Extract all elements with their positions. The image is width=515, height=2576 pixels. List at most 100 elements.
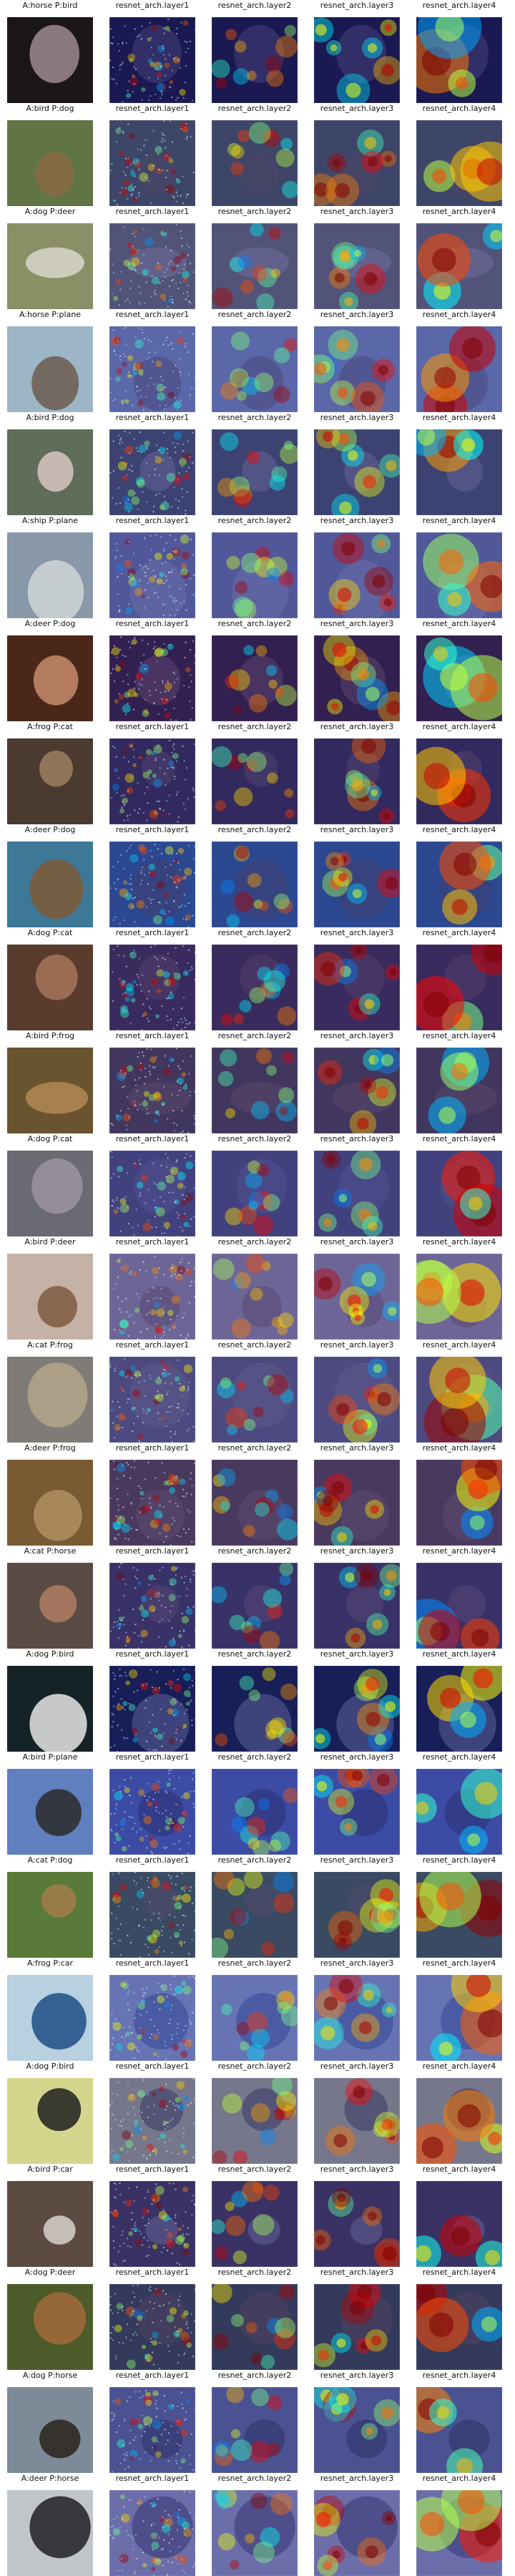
input-image xyxy=(7,1460,93,1546)
layer-title: resnet_arch.layer2 xyxy=(217,516,292,525)
layer-title: resnet_arch.layer4 xyxy=(422,1546,496,1556)
layer-title: resnet_arch.layer4 xyxy=(422,1855,496,1865)
heatmap-overlay-image xyxy=(416,2490,502,2576)
row-title: A:dog P:bird xyxy=(26,2062,74,2071)
input-image xyxy=(7,635,93,721)
heatmap-overlay-image xyxy=(109,1357,195,1443)
row-title: A:deer P:dog xyxy=(24,619,76,628)
heatmap-overlay-image xyxy=(212,532,298,618)
heatmap-overlay-image xyxy=(109,1872,195,1958)
layer-title: resnet_arch.layer1 xyxy=(115,2165,190,2174)
layer-title: resnet_arch.layer4 xyxy=(422,1958,496,1968)
layer-title: resnet_arch.layer1 xyxy=(115,104,190,113)
layer-title: resnet_arch.layer4 xyxy=(422,928,496,937)
row-title: A:horse P:bird xyxy=(22,1,78,10)
layer-title: resnet_arch.layer3 xyxy=(320,1134,394,1143)
layer-title: resnet_arch.layer4 xyxy=(422,2268,496,2277)
row-title: A:dog P:cat xyxy=(27,1134,73,1143)
row-title: A:dog P:deer xyxy=(24,2268,76,2277)
row-title: A:cat P:horse xyxy=(24,1546,77,1556)
heatmap-overlay-image xyxy=(416,1048,502,1133)
row-title: A:bird P:dog xyxy=(26,104,74,113)
input-image xyxy=(7,1666,93,1752)
layer-title: resnet_arch.layer3 xyxy=(320,1031,394,1040)
heatmap-overlay-image xyxy=(314,2387,400,2473)
heatmap-overlay-image xyxy=(212,738,298,824)
heatmap-overlay-image xyxy=(416,2181,502,2267)
heatmap-overlay-image xyxy=(212,2284,298,2370)
heatmap-overlay-image xyxy=(212,326,298,412)
input-image xyxy=(7,429,93,515)
input-image xyxy=(7,120,93,206)
heatmap-overlay-image xyxy=(109,2284,195,2370)
layer-title: resnet_arch.layer4 xyxy=(422,1443,496,1453)
heatmap-overlay-image xyxy=(212,429,298,515)
heatmap-overlay-image xyxy=(109,532,195,618)
layer-title: resnet_arch.layer2 xyxy=(217,2371,292,2380)
layer-title: resnet_arch.layer2 xyxy=(217,1,292,10)
layer-title: resnet_arch.layer4 xyxy=(422,619,496,628)
row-title: A:frog P:car xyxy=(26,1958,74,1968)
heatmap-overlay-image xyxy=(212,945,298,1030)
input-image xyxy=(7,1254,93,1340)
layer-title: resnet_arch.layer1 xyxy=(115,2268,190,2277)
layer-title: resnet_arch.layer1 xyxy=(115,619,190,628)
row-title: A:frog P:cat xyxy=(27,722,73,731)
heatmap-overlay-image xyxy=(212,1254,298,1340)
layer-title: resnet_arch.layer1 xyxy=(115,310,190,319)
layer-title: resnet_arch.layer4 xyxy=(422,2062,496,2071)
layer-title: resnet_arch.layer2 xyxy=(217,1855,292,1865)
heatmap-overlay-image xyxy=(314,1357,400,1443)
heatmap-overlay-image xyxy=(416,1769,502,1855)
layer-title: resnet_arch.layer3 xyxy=(320,1237,394,1246)
heatmap-overlay-image xyxy=(416,2387,502,2473)
layer-title: resnet_arch.layer4 xyxy=(422,413,496,422)
input-image xyxy=(7,1769,93,1855)
row-title: A:dog P:cat xyxy=(27,928,73,937)
layer-title: resnet_arch.layer2 xyxy=(217,1031,292,1040)
input-image xyxy=(7,2078,93,2164)
heatmap-overlay-image xyxy=(212,1151,298,1236)
layer-title: resnet_arch.layer3 xyxy=(320,928,394,937)
layer-title: resnet_arch.layer4 xyxy=(422,1237,496,1246)
heatmap-overlay-image xyxy=(109,2387,195,2473)
heatmap-overlay-image xyxy=(212,2387,298,2473)
row-title: A:dog P:horse xyxy=(22,2371,78,2380)
layer-title: resnet_arch.layer4 xyxy=(422,310,496,319)
heatmap-overlay-image xyxy=(314,635,400,721)
heatmap-overlay-image xyxy=(416,1254,502,1340)
layer-title: resnet_arch.layer2 xyxy=(217,1649,292,1659)
layer-title: resnet_arch.layer4 xyxy=(422,207,496,216)
row-title: A:bird P:plane xyxy=(22,1752,78,1762)
input-image xyxy=(7,326,93,412)
heatmap-overlay-image xyxy=(314,1254,400,1340)
row-title: A:deer P:frog xyxy=(24,1443,76,1453)
layer-title: resnet_arch.layer3 xyxy=(320,825,394,834)
heatmap-overlay-image xyxy=(212,2490,298,2576)
heatmap-overlay-image xyxy=(212,1872,298,1958)
heatmap-overlay-image xyxy=(416,120,502,206)
heatmap-overlay-image xyxy=(314,1872,400,1958)
layer-title: resnet_arch.layer1 xyxy=(115,1752,190,1762)
layer-title: resnet_arch.layer4 xyxy=(422,2474,496,2483)
input-image xyxy=(7,1151,93,1236)
layer-title: resnet_arch.layer4 xyxy=(422,1031,496,1040)
input-image xyxy=(7,1872,93,1958)
layer-title: resnet_arch.layer1 xyxy=(115,413,190,422)
layer-title: resnet_arch.layer3 xyxy=(320,1340,394,1350)
layer-title: resnet_arch.layer3 xyxy=(320,1,394,10)
heatmap-overlay-image xyxy=(212,1357,298,1443)
input-image xyxy=(7,2490,93,2576)
input-image xyxy=(7,945,93,1030)
heatmap-overlay-image xyxy=(212,841,298,927)
heatmap-overlay-image xyxy=(314,223,400,309)
layer-title: resnet_arch.layer3 xyxy=(320,2474,394,2483)
heatmap-overlay-image xyxy=(109,1048,195,1133)
row-title: A:bird P:dog xyxy=(26,413,74,422)
row-title: A:dog P:bird xyxy=(26,1649,74,1659)
heatmap-overlay-image xyxy=(109,1151,195,1236)
layer-title: resnet_arch.layer3 xyxy=(320,2062,394,2071)
layer-title: resnet_arch.layer2 xyxy=(217,825,292,834)
heatmap-overlay-image xyxy=(314,945,400,1030)
heatmap-overlay-image xyxy=(212,1975,298,2061)
